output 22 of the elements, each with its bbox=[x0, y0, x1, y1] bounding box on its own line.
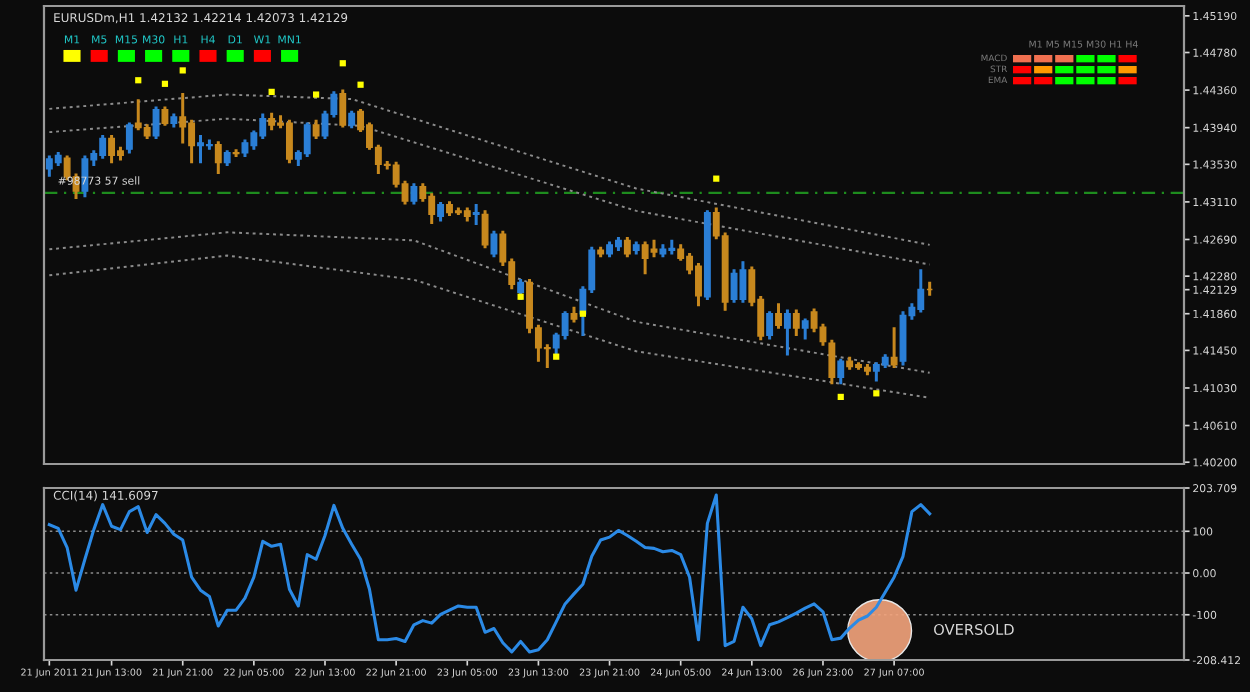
point bbox=[179, 67, 186, 74]
point bbox=[517, 293, 524, 300]
point bbox=[553, 353, 560, 360]
point bbox=[579, 310, 586, 317]
line-series bbox=[48, 231, 931, 374]
point bbox=[161, 80, 169, 87]
candlestick bbox=[926, 281, 934, 296]
point bbox=[135, 77, 142, 84]
point bbox=[268, 88, 275, 95]
point bbox=[713, 175, 720, 182]
candlestick bbox=[472, 203, 480, 225]
point bbox=[339, 60, 346, 67]
candlestick bbox=[232, 149, 240, 157]
line-series bbox=[47, 493, 932, 654]
point bbox=[357, 81, 364, 88]
point bbox=[873, 390, 880, 397]
point bbox=[837, 393, 844, 401]
line-series bbox=[48, 254, 931, 399]
candlestick bbox=[517, 279, 525, 301]
point bbox=[313, 91, 320, 98]
line-series bbox=[48, 93, 931, 246]
line-series bbox=[48, 117, 931, 266]
